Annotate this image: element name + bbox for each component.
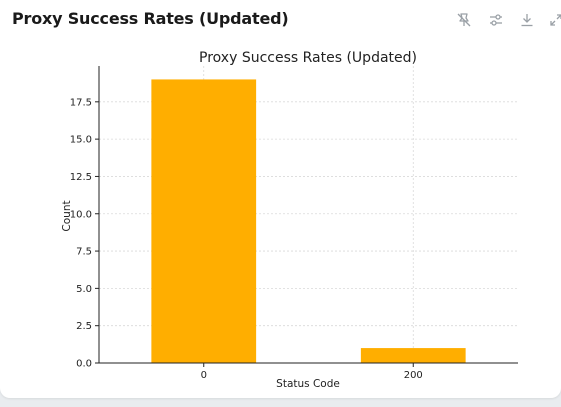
y-tick-label: 12.5 — [70, 172, 92, 183]
bar-0 — [151, 79, 257, 363]
x-tick-label: 0 — [201, 370, 207, 381]
bar-chart: Proxy Success Rates (Updated) 0.0 2.5 5.0 7… — [61, 50, 518, 390]
bar-200 — [360, 348, 466, 363]
axes — [98, 66, 518, 364]
y-tick-label: 7.5 — [76, 247, 92, 258]
chart-panel: Proxy Success Rates (Updated) — [0, 0, 561, 398]
x-axis-label: Status Code — [276, 378, 340, 390]
y-tick-label: 15.0 — [70, 135, 92, 146]
y-axis-label: Count — [61, 200, 73, 231]
x-tick-label: 200 — [404, 370, 423, 381]
y-tick-label: 0.0 — [76, 359, 92, 370]
adjust-button[interactable] — [485, 9, 507, 31]
y-ticks: 0.0 2.5 5.0 7.5 10.0 12.5 15.0 17.5 — [70, 97, 99, 370]
unpin-button[interactable] — [453, 9, 475, 31]
download-button[interactable] — [516, 9, 538, 31]
bars — [151, 79, 466, 363]
y-tick-label: 2.5 — [76, 321, 92, 332]
download-icon — [521, 14, 533, 27]
x-ticks: 0 200 — [201, 363, 423, 381]
panel-title: Proxy Success Rates (Updated) — [12, 9, 289, 28]
expand-icon — [550, 14, 561, 26]
chart-title: Proxy Success Rates (Updated) — [199, 50, 417, 66]
y-tick-label: 10.0 — [70, 209, 92, 220]
adjust-sliders-icon — [490, 14, 502, 26]
expand-button[interactable] — [545, 9, 561, 31]
pin-off-icon — [457, 13, 471, 27]
y-tick-label: 5.0 — [76, 284, 92, 295]
y-tick-label: 17.5 — [70, 97, 92, 108]
